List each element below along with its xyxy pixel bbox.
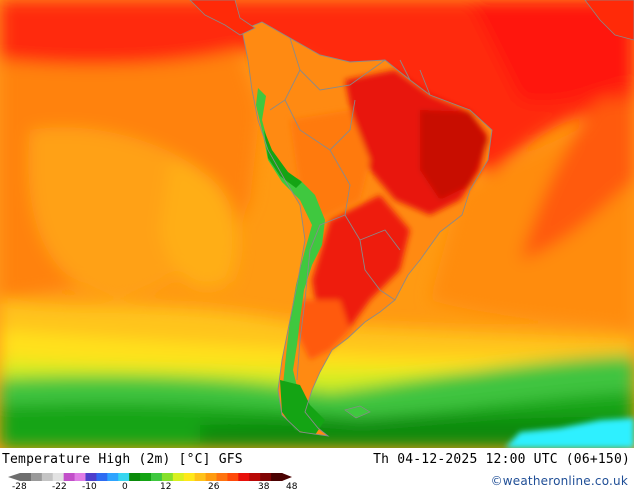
legend-swatch [74, 473, 86, 481]
legend-swatch [52, 473, 65, 481]
legend-swatches [8, 473, 292, 481]
legend-swatch [96, 473, 108, 481]
legend-tick-label: 0 [122, 482, 128, 490]
legend-swatch [63, 473, 76, 481]
legend-arrow-right [282, 473, 292, 481]
cold-cyan-patch [505, 418, 634, 448]
legend-swatch [41, 473, 54, 481]
legend-swatch [216, 473, 228, 481]
legend-tick-label: -10 [82, 482, 97, 490]
pacific-light-2 [160, 160, 238, 288]
legend-swatch [107, 473, 119, 481]
legend-swatch [271, 473, 283, 481]
temperature-map [0, 0, 634, 448]
falkland-islands [344, 405, 371, 419]
legend-swatch [85, 473, 97, 481]
legend-swatch [194, 473, 207, 481]
brazil-hot-east [420, 110, 488, 200]
legend-arrow-left [8, 473, 20, 481]
legend-swatch [227, 473, 239, 481]
map-footer: Temperature High (2m) [°C] GFS Th 04-12-… [0, 448, 634, 490]
color-legend: -28 -22 -10 0 12 26 38 48 [8, 473, 298, 490]
legend-swatch [140, 473, 152, 481]
legend-swatch [249, 473, 261, 481]
tierra-del-fuego [280, 380, 325, 435]
patagonia-orange [295, 300, 350, 360]
pacific-light [28, 127, 208, 300]
legend-tick-label: -22 [52, 482, 67, 490]
legend-swatch [129, 473, 141, 481]
map-canvas [0, 0, 634, 448]
legend-swatch [172, 473, 185, 481]
legend-swatch [20, 473, 32, 481]
caribbean-islands [584, 0, 634, 41]
map-title: Temperature High (2m) [°C] GFS [2, 452, 243, 467]
legend-swatch [151, 473, 163, 481]
credit-link[interactable]: ©weatheronline.co.uk [490, 474, 628, 488]
legend-swatch [205, 473, 217, 481]
legend-tick-label: 48 [286, 482, 298, 490]
atlantic-red-tongue [520, 100, 634, 260]
legend-swatch [30, 473, 43, 481]
legend-swatch [260, 473, 272, 481]
legend-tick-label: -28 [12, 482, 27, 490]
legend-swatch [161, 473, 174, 481]
legend-tick-label: 26 [208, 482, 220, 490]
north-east-hot [470, 0, 634, 103]
andes-green [256, 88, 325, 428]
central-america [189, 0, 256, 36]
legend-tick-label: 12 [160, 482, 171, 490]
legend-ticks: -28 -22 -10 0 12 26 38 48 [12, 482, 298, 490]
legend-swatch [118, 473, 130, 481]
valid-time: Th 04-12-2025 12:00 UTC (06+150) [373, 452, 630, 467]
legend-tick-label: 38 [258, 482, 270, 490]
legend-swatch [238, 473, 250, 481]
south-america [189, 0, 634, 437]
legend-swatch [183, 473, 196, 481]
country-borders [241, 21, 493, 437]
